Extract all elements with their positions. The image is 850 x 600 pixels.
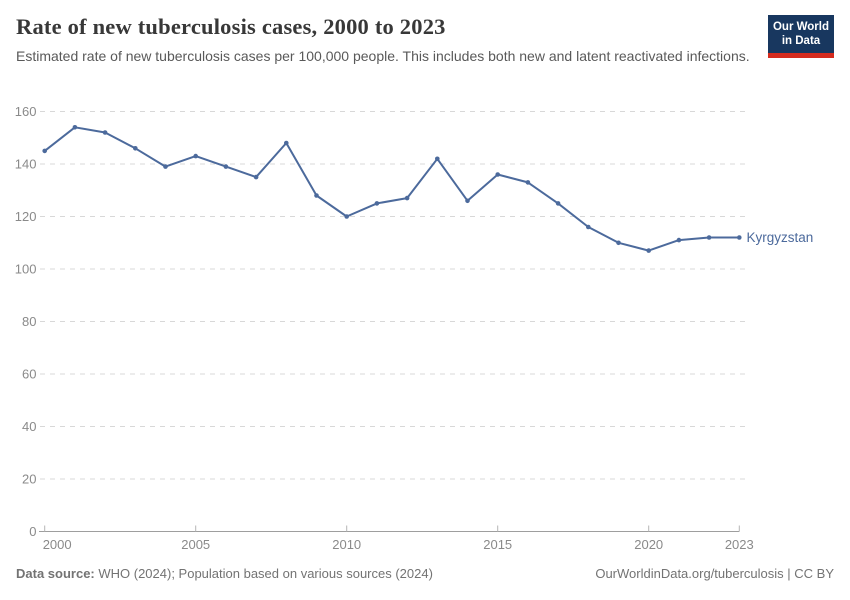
y-tick-label: 40 [22, 419, 36, 434]
page-title: Rate of new tuberculosis cases, 2000 to … [16, 14, 446, 39]
data-point-marker[interactable] [555, 201, 561, 206]
chart-footer: Data source: WHO (2024); Population base… [16, 566, 834, 581]
x-tick-label: 2023 [725, 537, 754, 552]
data-source-text: WHO (2024); Population based on various … [94, 566, 433, 581]
y-tick-label: 20 [22, 472, 36, 487]
x-tick-label: 2010 [332, 537, 361, 552]
data-point-marker[interactable] [42, 148, 47, 154]
data-point-marker[interactable] [586, 224, 591, 230]
data-point-marker[interactable] [646, 248, 651, 253]
data-point-marker[interactable] [465, 198, 470, 204]
x-tick-label: 2000 [43, 537, 72, 552]
data-point-marker[interactable] [374, 201, 380, 206]
data-point-marker[interactable] [284, 140, 289, 146]
data-point-marker[interactable] [525, 180, 531, 185]
data-point-marker[interactable] [163, 164, 168, 169]
logo-line2: in Data [781, 35, 821, 47]
data-source-label: Data source: [16, 566, 95, 581]
y-tick-label: 0 [29, 524, 36, 539]
y-tick-label: 80 [22, 314, 36, 329]
x-tick-label: 2015 [483, 537, 512, 552]
owid-footer-link[interactable]: OurWorldinData.org/tuberculosis | CC BY [595, 566, 834, 581]
y-tick-label: 160 [15, 104, 37, 119]
x-tick-label: 2020 [634, 537, 663, 552]
data-point-marker[interactable] [435, 156, 440, 162]
data-point-marker[interactable] [102, 130, 108, 135]
owid-logo[interactable]: Our World in Data [768, 15, 834, 58]
series-end-label[interactable]: Kyrgyzstan [747, 230, 814, 245]
data-source-note: Data source: WHO (2024); Population base… [16, 566, 433, 581]
data-point-marker[interactable] [193, 153, 198, 159]
logo-line1: Our World [772, 21, 829, 33]
data-point-marker[interactable] [253, 174, 259, 180]
data-point-marker[interactable] [676, 237, 682, 243]
x-tick-label: 2005 [181, 537, 210, 552]
data-point-marker[interactable] [133, 146, 138, 151]
data-point-marker[interactable] [223, 164, 229, 169]
chart-header: Rate of new tuberculosis cases, 2000 to … [16, 14, 834, 66]
y-tick-label: 120 [15, 209, 37, 224]
data-point-marker[interactable] [344, 214, 350, 219]
chart-subtitle: Estimated rate of new tuberculosis cases… [16, 48, 750, 64]
series-line[interactable] [43, 126, 741, 252]
data-point-marker[interactable] [616, 240, 621, 246]
data-point-marker[interactable] [404, 195, 410, 201]
data-point-marker[interactable] [314, 193, 319, 198]
y-tick-label: 60 [22, 367, 36, 382]
y-tick-label: 140 [15, 157, 37, 172]
data-point-marker[interactable] [706, 235, 712, 240]
data-point-marker[interactable] [737, 235, 742, 240]
data-point-marker[interactable] [495, 172, 501, 177]
y-tick-label: 100 [15, 262, 37, 277]
data-point-marker[interactable] [72, 125, 78, 130]
